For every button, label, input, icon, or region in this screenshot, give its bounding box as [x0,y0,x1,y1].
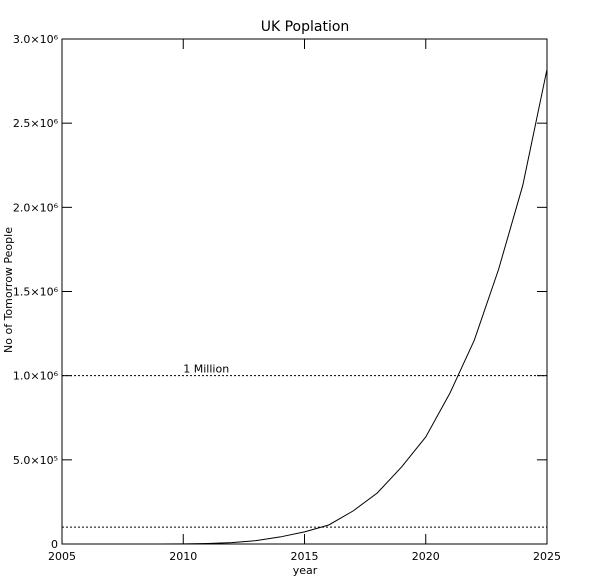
x-tick-label: 2015 [291,550,319,563]
plot-frame [61,38,548,545]
y-tick-label: 5.0×10⁵ [13,454,58,467]
y-axis-label: No of Tomorrow People [2,227,15,353]
y-tick-label: 3.0×10⁶ [13,33,59,46]
x-axis-label: year [293,564,318,577]
y-tick-label: 1.0×10⁶ [13,370,59,383]
y-tick-label: 1.5×10⁶ [13,286,59,299]
x-tick-label: 2005 [48,550,76,563]
annotation: 1 Million [183,363,229,376]
y-tick-label: 0 [51,538,58,551]
y-tick-label: 2.0×10⁶ [13,201,59,214]
y-tick-label: 2.5×10⁶ [13,117,59,130]
chart-title: UK Poplation [261,19,350,35]
x-tick-label: 2010 [169,550,197,563]
data-line [158,69,548,545]
x-tick-label: 2020 [412,550,440,563]
x-tick-label: 2025 [533,550,561,563]
